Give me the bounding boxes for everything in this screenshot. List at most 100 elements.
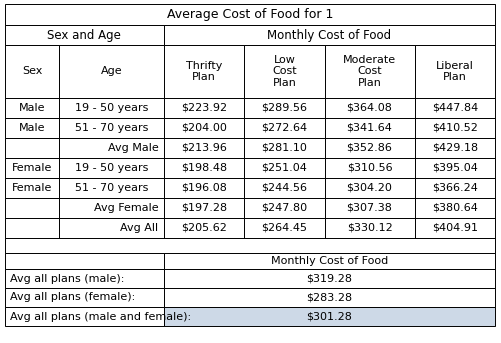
Bar: [5, 269, 163, 288]
Bar: [243, 138, 324, 158]
Text: $196.08: $196.08: [180, 183, 226, 193]
Bar: [243, 178, 324, 198]
Bar: [163, 307, 494, 326]
Bar: [5, 253, 163, 269]
Bar: [243, 218, 324, 238]
Bar: [324, 178, 414, 198]
Bar: [414, 218, 494, 238]
Bar: [243, 98, 324, 118]
Text: Male: Male: [19, 123, 46, 133]
Text: Age: Age: [101, 67, 122, 76]
Text: $310.56: $310.56: [346, 163, 392, 173]
Bar: [324, 45, 414, 98]
Text: $197.28: $197.28: [180, 203, 226, 213]
Bar: [59, 45, 163, 98]
Text: Avg All: Avg All: [120, 223, 158, 233]
Bar: [163, 98, 243, 118]
Bar: [59, 138, 163, 158]
Text: Average Cost of Food for 1: Average Cost of Food for 1: [166, 8, 333, 21]
Text: $281.10: $281.10: [261, 143, 307, 153]
Bar: [163, 178, 243, 198]
Bar: [5, 98, 59, 118]
Bar: [414, 98, 494, 118]
Text: $213.96: $213.96: [180, 143, 226, 153]
Bar: [59, 218, 163, 238]
Text: $447.84: $447.84: [431, 103, 477, 113]
Text: $380.64: $380.64: [431, 203, 477, 213]
Text: Female: Female: [12, 163, 52, 173]
Bar: [59, 198, 163, 218]
Bar: [163, 198, 243, 218]
Bar: [163, 253, 494, 269]
Bar: [163, 158, 243, 178]
Bar: [414, 158, 494, 178]
Text: $404.91: $404.91: [431, 223, 477, 233]
Text: $395.04: $395.04: [431, 163, 477, 173]
Bar: [5, 238, 494, 253]
Text: 51 - 70 years: 51 - 70 years: [75, 183, 148, 193]
Text: Female: Female: [12, 183, 52, 193]
Text: $352.86: $352.86: [346, 143, 392, 153]
Bar: [59, 118, 163, 138]
Text: $283.28: $283.28: [306, 293, 352, 303]
Text: $223.92: $223.92: [180, 103, 226, 113]
Bar: [414, 178, 494, 198]
Bar: [5, 25, 163, 45]
Bar: [414, 45, 494, 98]
Text: Sex and Age: Sex and Age: [47, 28, 121, 42]
Text: $304.20: $304.20: [346, 183, 392, 193]
Bar: [414, 198, 494, 218]
Bar: [5, 118, 59, 138]
Text: 51 - 70 years: 51 - 70 years: [75, 123, 148, 133]
Text: Avg Male: Avg Male: [108, 143, 158, 153]
Text: Male: Male: [19, 103, 46, 113]
Text: $198.48: $198.48: [180, 163, 226, 173]
Text: Low
Cost
Plan: Low Cost Plan: [272, 55, 296, 88]
Bar: [243, 158, 324, 178]
Bar: [5, 288, 163, 307]
Text: Monthly Cost of Food: Monthly Cost of Food: [267, 28, 391, 42]
Text: Avg all plans (male and female):: Avg all plans (male and female):: [10, 311, 191, 321]
Text: $429.18: $429.18: [431, 143, 477, 153]
Bar: [324, 158, 414, 178]
Bar: [414, 118, 494, 138]
Text: $264.45: $264.45: [261, 223, 307, 233]
Bar: [5, 158, 59, 178]
Text: Monthly Cost of Food: Monthly Cost of Food: [270, 256, 387, 266]
Text: $341.64: $341.64: [346, 123, 392, 133]
Text: $247.80: $247.80: [261, 203, 307, 213]
Text: $364.08: $364.08: [346, 103, 392, 113]
Text: $251.04: $251.04: [261, 163, 307, 173]
Text: Liberal
Plan: Liberal Plan: [435, 61, 473, 82]
Bar: [163, 118, 243, 138]
Text: $307.38: $307.38: [346, 203, 392, 213]
Text: $272.64: $272.64: [261, 123, 307, 133]
Bar: [5, 4, 494, 25]
Bar: [59, 178, 163, 198]
Bar: [59, 98, 163, 118]
Text: Avg all plans (female):: Avg all plans (female):: [10, 293, 135, 303]
Text: $330.12: $330.12: [346, 223, 392, 233]
Bar: [5, 307, 163, 326]
Text: Avg all plans (male):: Avg all plans (male):: [10, 273, 124, 284]
Bar: [5, 218, 59, 238]
Bar: [324, 198, 414, 218]
Bar: [414, 138, 494, 158]
Text: Thrifty
Plan: Thrifty Plan: [185, 61, 221, 82]
Text: $289.56: $289.56: [261, 103, 307, 113]
Bar: [5, 178, 59, 198]
Bar: [163, 45, 243, 98]
Bar: [324, 218, 414, 238]
Text: $319.28: $319.28: [306, 273, 352, 284]
Bar: [243, 198, 324, 218]
Text: Moderate
Cost
Plan: Moderate Cost Plan: [342, 55, 395, 88]
Text: $204.00: $204.00: [180, 123, 226, 133]
Bar: [163, 25, 494, 45]
Bar: [163, 218, 243, 238]
Bar: [5, 138, 59, 158]
Text: 19 - 50 years: 19 - 50 years: [75, 103, 148, 113]
Bar: [163, 288, 494, 307]
Bar: [324, 138, 414, 158]
Text: Sex: Sex: [22, 67, 42, 76]
Text: $244.56: $244.56: [261, 183, 307, 193]
